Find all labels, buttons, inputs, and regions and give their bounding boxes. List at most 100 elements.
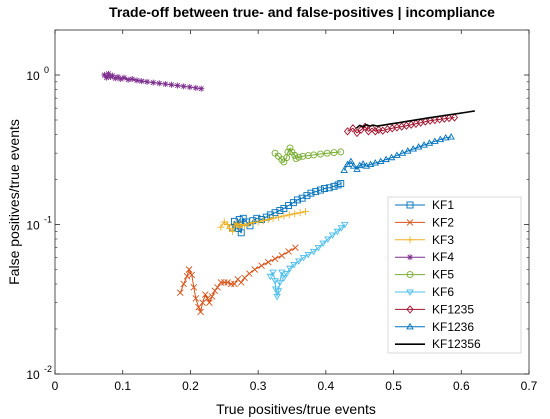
data-point-kf6 bbox=[294, 258, 303, 265]
data-point-kf1236 bbox=[409, 145, 417, 152]
legend-item-kf12356: KF12356 bbox=[395, 337, 481, 351]
legend-marker-kf1 bbox=[406, 201, 414, 209]
data-point-kf6 bbox=[341, 221, 349, 229]
data-point-kf2 bbox=[264, 258, 272, 266]
data-point-kf3 bbox=[249, 219, 257, 227]
data-point-kf1236 bbox=[382, 155, 390, 163]
data-point-kf4 bbox=[109, 72, 116, 79]
data-point-kf1236 bbox=[387, 153, 396, 161]
x-tick-label: 0.6 bbox=[453, 379, 470, 393]
data-point-kf5 bbox=[284, 148, 292, 156]
legend-marker-kf3 bbox=[406, 236, 414, 244]
legend-label-kf1236: KF1236 bbox=[432, 320, 474, 334]
data-point-kf6 bbox=[273, 293, 281, 301]
legend-marker-kf1236 bbox=[406, 322, 414, 330]
data-point-kf2 bbox=[214, 284, 221, 291]
y-tick-exponent: 0 bbox=[44, 65, 49, 75]
legend-label-kf3: KF3 bbox=[432, 233, 454, 247]
data-point-kf3 bbox=[291, 210, 299, 218]
data-point-kf1 bbox=[298, 194, 306, 202]
data-point-kf2 bbox=[197, 308, 204, 316]
data-point-kf6 bbox=[282, 270, 291, 278]
series-kf3 bbox=[217, 208, 310, 235]
data-point-kf4 bbox=[125, 76, 132, 83]
data-point-kf5 bbox=[286, 144, 294, 152]
legend: KF1 KF2 KF3 KF4 KF5 KF6 KF1235 KF1236 KF12356 bbox=[387, 196, 522, 354]
data-point-kf4 bbox=[156, 80, 163, 87]
data-point-kf1236 bbox=[340, 166, 348, 173]
data-point-kf6 bbox=[286, 265, 294, 273]
data-point-kf4 bbox=[144, 78, 151, 85]
data-point-kf1236 bbox=[371, 159, 380, 166]
data-point-kf4 bbox=[150, 79, 157, 86]
data-point-kf2 bbox=[251, 266, 259, 273]
data-point-kf6 bbox=[337, 225, 346, 232]
x-axis-ticks: 0 0.1 0.2 0.3 0.4 0.5 0.6 0.7 bbox=[52, 30, 538, 393]
data-point-kf6 bbox=[324, 236, 332, 243]
data-point-kf4 bbox=[114, 73, 121, 80]
y-tick-exponent: -2 bbox=[44, 364, 52, 374]
y-tick-label: 10 -2 bbox=[26, 364, 52, 382]
data-point-kf6 bbox=[333, 228, 342, 236]
data-point-kf6 bbox=[314, 245, 323, 252]
data-point-kf1235 bbox=[343, 127, 352, 136]
data-point-kf1235 bbox=[368, 124, 376, 133]
data-point-kf1236 bbox=[366, 160, 375, 168]
data-point-kf6 bbox=[266, 273, 275, 281]
data-point-kf1 bbox=[316, 186, 324, 194]
data-point-kf3 bbox=[280, 212, 288, 220]
data-point-kf1235 bbox=[445, 113, 453, 123]
data-point-kf3 bbox=[264, 216, 272, 224]
data-point-kf2 bbox=[185, 266, 193, 273]
data-point-kf1 bbox=[271, 209, 279, 217]
legend-item-kf3: KF3 bbox=[395, 233, 454, 247]
data-point-kf2 bbox=[231, 280, 238, 288]
data-point-kf1 bbox=[276, 207, 284, 214]
y-axis-label: False positives/true events bbox=[6, 119, 22, 285]
data-point-kf4 bbox=[117, 76, 124, 83]
x-tick-label: 0 bbox=[52, 379, 59, 393]
y-tick-label: 10 -1 bbox=[26, 215, 52, 233]
data-point-kf1 bbox=[253, 214, 261, 222]
data-point-kf4 bbox=[121, 74, 128, 81]
data-point-kf5 bbox=[330, 149, 338, 156]
data-point-kf2 bbox=[192, 295, 200, 302]
data-point-kf4 bbox=[186, 84, 193, 91]
legend-item-kf6: KF6 bbox=[395, 285, 454, 299]
data-point-kf4 bbox=[174, 82, 181, 89]
data-point-kf1 bbox=[303, 192, 311, 200]
data-point-kf6 bbox=[271, 286, 280, 293]
data-point-kf4 bbox=[162, 81, 169, 88]
data-point-kf1236 bbox=[425, 139, 434, 146]
data-point-kf1236 bbox=[376, 157, 385, 165]
data-point-kf6 bbox=[328, 232, 337, 239]
legend-item-kf5: KF5 bbox=[395, 268, 454, 282]
legend-marker-kf4 bbox=[407, 254, 413, 261]
data-point-kf4 bbox=[198, 85, 205, 92]
data-point-kf1 bbox=[235, 216, 243, 223]
data-point-kf3 bbox=[285, 211, 293, 219]
legend-label-kf6: KF6 bbox=[432, 285, 454, 299]
data-point-kf4 bbox=[129, 76, 136, 83]
legend-item-kf1236: KF1236 bbox=[395, 320, 474, 334]
data-point-kf1236 bbox=[414, 143, 423, 150]
data-point-kf1235 bbox=[349, 124, 357, 133]
data-point-kf2 bbox=[278, 252, 286, 259]
data-point-kf2 bbox=[202, 291, 209, 298]
series-kf12356 bbox=[355, 110, 475, 129]
data-point-kf5 bbox=[291, 151, 299, 159]
data-point-kf1236 bbox=[343, 160, 352, 168]
data-point-kf6 bbox=[278, 269, 286, 277]
x-tick-label: 0.2 bbox=[182, 379, 199, 393]
data-point-kf2 bbox=[224, 279, 231, 286]
legend-label-kf12356: KF12356 bbox=[432, 337, 481, 351]
data-point-kf2 bbox=[237, 279, 245, 286]
data-point-kf5 bbox=[278, 156, 286, 163]
data-point-kf5 bbox=[323, 149, 331, 157]
data-point-kf4 bbox=[101, 72, 108, 79]
y-tick-base: 10 bbox=[26, 368, 40, 382]
legend-label-kf1235: KF1235 bbox=[432, 302, 474, 316]
data-point-kf2 bbox=[246, 270, 253, 277]
data-point-kf3 bbox=[228, 227, 236, 235]
x-tick-label: 0.7 bbox=[521, 379, 538, 393]
